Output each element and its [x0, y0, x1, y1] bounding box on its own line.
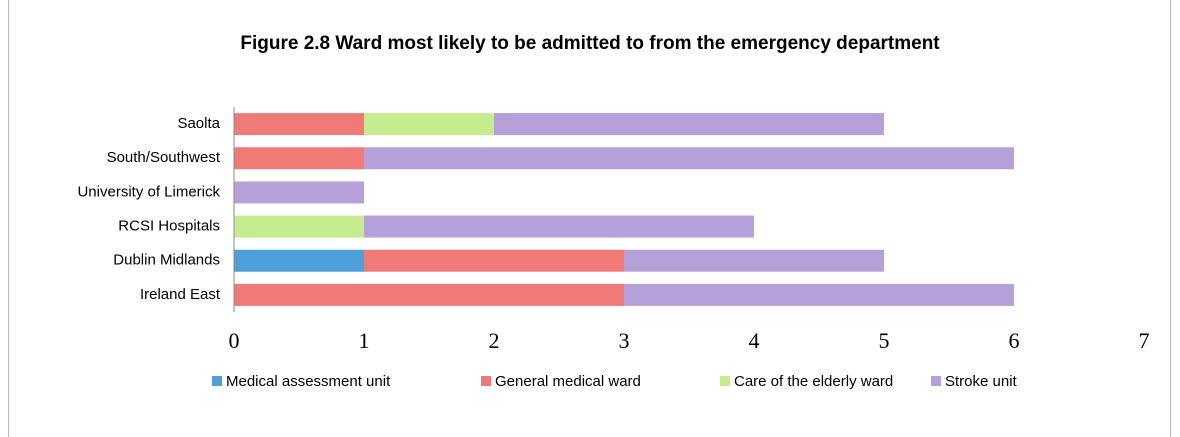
legend-label: Medical assessment unit: [226, 373, 391, 390]
x-tick-label: 0: [229, 328, 240, 353]
chart-title: Figure 2.8 Ward most likely to be admitt…: [240, 33, 940, 54]
y-tick-label: Dublin Midlands: [113, 252, 220, 269]
x-tick-label: 7: [1139, 328, 1150, 353]
y-tick-label: University of Limerick: [77, 183, 220, 200]
bar-segment: [364, 113, 494, 136]
bar-segment: [494, 113, 884, 136]
legend-swatch: [720, 376, 730, 386]
legend-swatch: [931, 376, 941, 386]
y-tick-label: South/Southwest: [107, 149, 221, 166]
chart-frame: [8, 0, 1171, 437]
bar-segment: [234, 181, 364, 204]
bar-segment: [234, 249, 364, 272]
bar-segment: [234, 147, 364, 170]
x-tick-label: 4: [749, 328, 760, 353]
bar-segment: [624, 249, 884, 272]
x-tick-label: 5: [879, 328, 890, 353]
x-tick-label: 2: [489, 328, 500, 353]
x-tick-label: 6: [1009, 328, 1020, 353]
legend-label: Stroke unit: [945, 373, 1018, 390]
legend-label: Care of the elderly ward: [734, 373, 893, 390]
y-tick-label: RCSI Hospitals: [118, 218, 220, 235]
bar-segment: [364, 215, 754, 238]
bar-segment: [234, 215, 364, 238]
bar-segment: [234, 113, 364, 136]
legend-swatch: [481, 376, 491, 386]
legend-label: General medical ward: [495, 373, 641, 390]
bar-segment: [364, 147, 1014, 170]
bar-segment: [234, 283, 624, 306]
bar-segment: [624, 283, 1014, 306]
bar-segment: [364, 249, 624, 272]
y-tick-label: Ireland East: [140, 286, 221, 303]
legend-swatch: [212, 376, 222, 386]
y-tick-label: Saolta: [177, 115, 220, 132]
x-tick-label: 1: [359, 328, 370, 353]
x-tick-label: 3: [619, 328, 630, 353]
